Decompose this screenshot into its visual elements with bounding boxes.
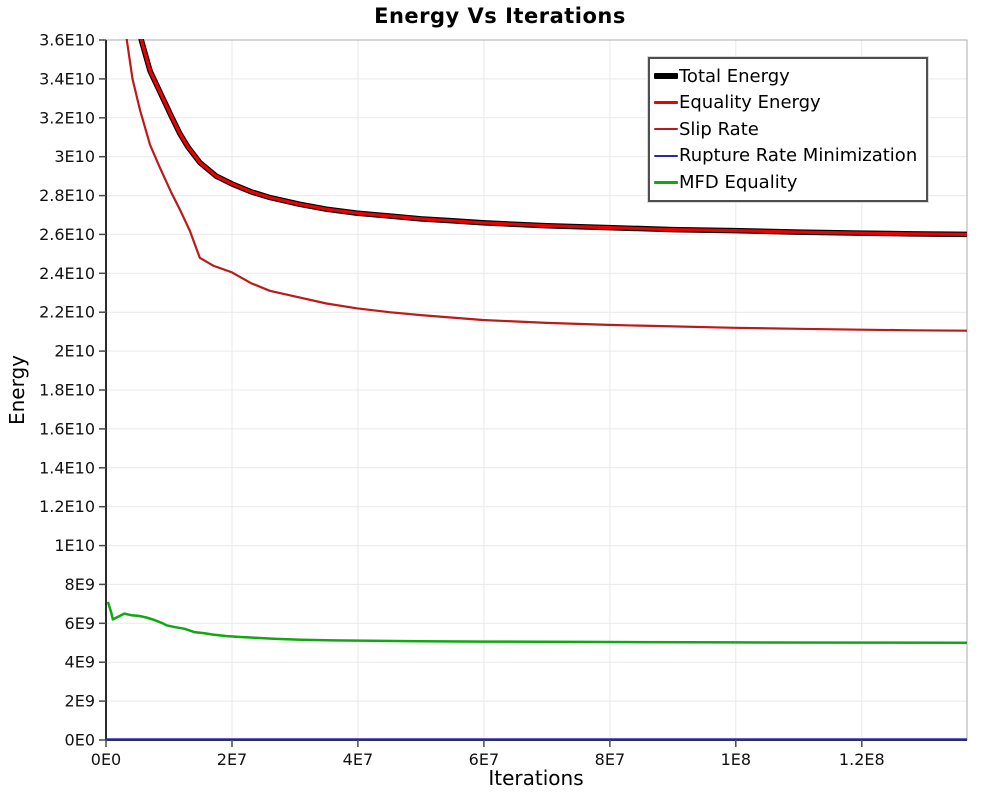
legend-item-label: Slip Rate <box>679 118 759 140</box>
legend-item-label: Equality Energy <box>679 92 821 114</box>
y-tick-label: 1.4E10 <box>39 458 95 477</box>
y-tick-label: 2.4E10 <box>39 264 95 283</box>
y-axis-title: Energy <box>5 354 29 426</box>
y-tick-label: 8E9 <box>65 575 95 594</box>
x-axis-title: Iterations <box>488 766 584 790</box>
legend-item-label: Rupture Rate Minimization <box>679 145 918 167</box>
series-equality-energy <box>139 39 968 236</box>
y-tick-label: 4E9 <box>65 653 95 672</box>
series-slip-rate <box>125 39 968 332</box>
x-tick-label: 0E0 <box>91 750 121 769</box>
x-tick-label: 1E8 <box>721 750 751 769</box>
y-tick-label: 1.8E10 <box>39 381 95 400</box>
x-tick-label: 1.2E8 <box>839 750 885 769</box>
legend-item-rupture-rate-minimization: Rupture Rate Minimization <box>654 143 917 170</box>
y-tick-label: 6E9 <box>65 614 95 633</box>
legend-item-mfd-equality: MFD Equality <box>654 169 917 196</box>
x-tick-label: 2E7 <box>217 750 247 769</box>
y-tick-label: 2.6E10 <box>39 225 95 244</box>
legend-line-sample <box>654 128 678 131</box>
x-tick-label: 8E7 <box>595 750 625 769</box>
legend-item-equality-energy: Equality Energy <box>654 90 917 117</box>
legend-item-label: MFD Equality <box>679 171 798 193</box>
legend-item-slip-rate: Slip Rate <box>654 116 917 143</box>
chart-title: Energy Vs Iterations <box>374 4 626 28</box>
x-tick-label: 6E7 <box>469 750 499 769</box>
y-tick-label: 3E10 <box>54 147 95 166</box>
legend-line-sample <box>654 154 678 157</box>
legend: Total Energy Equality Energy Slip Rate Rupt… <box>648 57 929 202</box>
legend-item-total-energy: Total Energy <box>654 63 917 90</box>
y-tick-label: 3.4E10 <box>39 69 95 88</box>
y-tick-label: 2E9 <box>65 692 95 711</box>
y-tick-label: 3.6E10 <box>39 31 95 50</box>
legend-line-sample <box>654 73 678 80</box>
legend-item-label: Total Energy <box>679 65 790 87</box>
y-tick-label: 2E10 <box>54 342 95 361</box>
y-tick-label: 2.8E10 <box>39 186 95 205</box>
y-tick-label: 1.2E10 <box>39 497 95 516</box>
legend-line-sample <box>654 180 678 184</box>
y-tick-label: 2.2E10 <box>39 303 95 322</box>
y-tick-label: 0E0 <box>65 731 95 750</box>
series-mfd-equality <box>106 601 968 645</box>
y-tick-label: 1.6E10 <box>39 419 95 438</box>
y-tick-label: 1E10 <box>54 536 95 555</box>
x-tick-label: 4E7 <box>343 750 373 769</box>
y-tick-label: 3.2E10 <box>39 108 95 127</box>
legend-line-sample <box>654 101 678 105</box>
